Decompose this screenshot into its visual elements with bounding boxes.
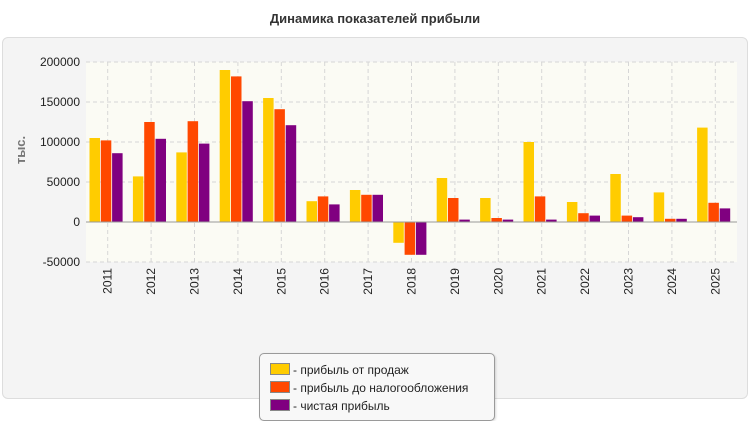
bar-2011-s2 [100,140,112,222]
bar-2014-s3 [242,101,253,222]
bar-2024-s1 [653,192,665,222]
legend-label-pretax-profit: - прибыль до налогообложения [293,381,469,395]
bar-2012-s3 [155,138,166,222]
bar-2016-s3 [329,204,340,222]
x-tick-label: 2014 [231,268,245,295]
bar-2016-s2 [317,196,329,222]
x-tick-label: 2023 [622,268,636,295]
x-tick-label: 2020 [491,268,505,295]
bar-2021-s3 [546,219,557,222]
bar-2011-s3 [112,153,123,222]
x-tick-label: 2012 [144,268,158,295]
bar-chart: 200000 150000 100000 50000 0 -50000 2011 2012 20… [13,55,737,295]
legend-swatch-net-profit [270,399,290,411]
bar-2015-s2 [274,109,285,222]
bar-2019-s1 [436,178,448,222]
legend-swatch-pretax-profit [270,381,290,393]
bar-2013-s3 [198,143,210,222]
bar-2018-s2 [404,222,416,255]
x-tick-label: 2025 [708,268,722,295]
bar-2015-s1 [263,98,274,222]
bar-2023-s3 [632,217,644,222]
bar-2017-s2 [361,194,372,222]
y-tick-label: 50000 [47,175,81,189]
x-tick-label: 2019 [448,268,462,295]
bar-2019-s2 [448,198,459,222]
y-tick-label: 200000 [40,55,80,69]
bar-2017-s1 [349,190,361,222]
bar-2015-s3 [285,125,297,222]
x-tick-label: 2021 [535,268,549,295]
bar-2020-s3 [502,219,514,222]
bar-2018-s3 [415,222,427,255]
bar-2024-s3 [676,218,687,222]
chart-page: Динамика показателей прибыли 200000 15000… [2,11,748,421]
legend-label-sales-profit: - прибыль от продаж [293,363,409,377]
chart-title: Динамика показателей прибыли [269,11,481,26]
x-tick-label: 2013 [188,268,202,295]
x-tick-label: 2017 [361,268,375,295]
y-tick-label: 150000 [40,95,80,109]
legend-swatch-sales-profit [270,363,290,375]
bar-2022-s1 [566,202,578,222]
bar-2025-s3 [719,208,731,222]
bar-2013-s1 [176,152,187,222]
x-tick-label: 2022 [578,268,592,295]
bar-2014-s1 [219,70,231,222]
legend-item-sales-profit: - прибыль от продаж [270,363,409,379]
x-tick-label: 2016 [318,268,332,295]
bar-2023-s2 [621,215,633,222]
bar-2014-s2 [231,76,242,223]
chart-panel: 200000 150000 100000 50000 0 -50000 2011 2012 20… [2,37,748,421]
bar-2024-s2 [665,218,676,222]
bar-2012-s1 [132,176,144,222]
legend-item-net-profit: - чистая прибыль [270,399,390,415]
bar-2020-s1 [480,198,491,222]
legend-label-net-profit: - чистая прибыль [293,399,390,413]
y-axis-label: тыс. [13,136,28,164]
bar-2016-s1 [306,201,317,222]
bar-2018-s1 [393,222,404,243]
y-tick-label: 0 [73,215,80,229]
x-tick-label: 2015 [274,268,288,295]
bar-2025-s2 [708,202,719,222]
bar-2023-s1 [610,174,621,222]
legend-item-pretax-profit: - прибыль до налогообложения [270,381,468,397]
bar-2021-s2 [534,196,546,222]
bar-2019-s3 [459,219,470,222]
bar-2022-s3 [589,215,600,222]
bar-2013-s2 [187,121,199,222]
x-tick-label: 2018 [405,268,419,295]
x-tick-label: 2024 [665,268,679,295]
bar-2021-s1 [523,142,534,222]
bar-2020-s2 [491,218,502,222]
y-tick-label: 100000 [40,135,80,149]
bar-2025-s1 [697,127,708,222]
y-tick-label: -50000 [43,255,81,269]
legend: - прибыль от продаж - прибыль до налогоо… [259,353,495,421]
x-tick-label: 2011 [101,268,115,294]
bar-2012-s2 [144,122,155,222]
bar-2011-s1 [89,138,100,222]
bar-2022-s2 [578,213,589,222]
bar-2017-s3 [372,194,383,222]
